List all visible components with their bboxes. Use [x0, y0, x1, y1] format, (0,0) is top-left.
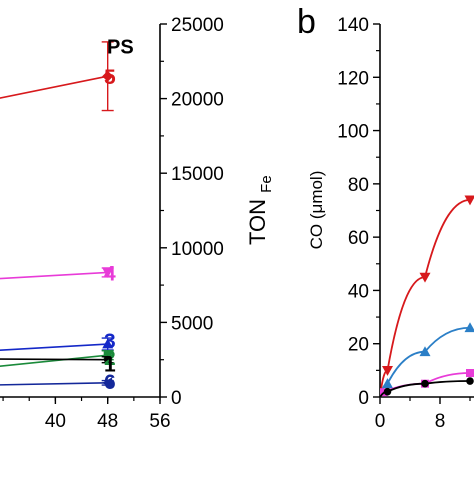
co-axis-label: CO (μmol): [307, 171, 326, 250]
series-1-line: [0, 359, 108, 360]
panel-a-series: [0, 42, 114, 391]
panel-a-y2-tick-label: 15000: [171, 164, 224, 185]
series-4-line: [0, 272, 108, 279]
panel-a-y2-tick-label: 10000: [171, 239, 224, 260]
panel-b-y-tick-label: 120: [337, 68, 369, 89]
annotation-ps: PS: [107, 36, 134, 58]
panel-a-y2-tick-label: 5000: [171, 313, 213, 334]
panel-b-y-tick-label: 0: [358, 388, 369, 409]
co-series-1-curve: [380, 200, 470, 397]
co-series-3-point: [466, 369, 474, 377]
panel-a-y2-tick-label: 25000: [171, 15, 224, 36]
panel-b-y-tick-label: 140: [337, 15, 369, 36]
series-5-line: [0, 76, 108, 100]
series-2-line: [0, 355, 108, 367]
panel-b-co-chart: 0 20 40 60 80 100 120 140 0 8 b CO (μmol): [297, 3, 474, 432]
panel-b-series: [380, 195, 474, 397]
panel-b-y-tick-label: 80: [348, 175, 369, 196]
series-6-label: 6: [104, 371, 116, 394]
y2-axis-label: TON Fe: [245, 175, 275, 245]
panel-a-y2-tick-label: 20000: [171, 90, 224, 111]
panel-b-y-tick-label: 100: [337, 122, 369, 143]
series-3-line: [0, 344, 108, 351]
panel-a-x-tick-label: 40: [45, 411, 66, 432]
panel-a-x-tick-label: 56: [149, 411, 170, 432]
y2-axis-label-main: TON: [245, 199, 270, 245]
panel-b-y-tick-label: 40: [348, 281, 369, 302]
co-series-4-point: [466, 377, 474, 385]
panel-b-y-tick-label: 60: [348, 228, 369, 249]
panel-a-x-tick-label: 48: [97, 411, 118, 432]
y2-axis-label-subscript: Fe: [258, 175, 275, 193]
co-series-4-point: [421, 380, 429, 388]
series-4-label: 4: [104, 262, 116, 285]
panel-b-text: b CO (μmol): [297, 3, 326, 249]
panel-b-y-tick-label: 20: [348, 335, 369, 356]
panel-b-x-tick-label: 0: [375, 411, 386, 432]
co-series-4-point: [384, 388, 392, 396]
panel-b-x-tick-label: 8: [435, 411, 446, 432]
series-6-line: [0, 383, 108, 385]
series-5-label: 5: [104, 66, 116, 89]
panel-a-y2-tick-label: 0: [171, 388, 182, 409]
panel-b-letter: b: [297, 3, 316, 41]
panel-b-axes: 0 20 40 60 80 100 120 140 0 8: [337, 15, 474, 432]
